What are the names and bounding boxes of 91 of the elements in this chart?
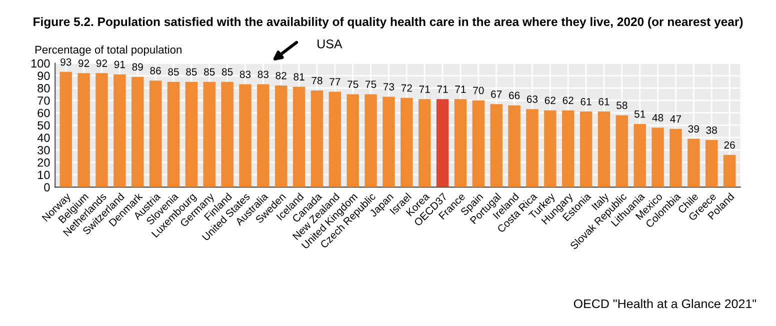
data-label: 86 <box>150 66 161 74</box>
chart-title: Figure 5.2. Population satisfied with the availability of quality health care in the area where they live, 2020 (or nearest year) <box>34 17 743 29</box>
bar <box>382 96 395 188</box>
data-label: 78 <box>312 76 322 84</box>
y-tick-label: 0 <box>44 183 50 192</box>
bar <box>400 98 413 188</box>
bar <box>275 86 288 188</box>
bar <box>114 74 126 188</box>
bar <box>670 128 682 188</box>
bar <box>60 72 72 188</box>
data-label: 93 <box>60 58 72 66</box>
bar <box>78 73 90 188</box>
bar <box>436 99 449 188</box>
bar <box>203 82 216 188</box>
data-label: 38 <box>706 126 717 134</box>
data-label: 89 <box>132 63 143 71</box>
bar <box>96 73 108 188</box>
data-label: 85 <box>168 68 179 76</box>
bar <box>544 110 556 188</box>
data-label: 92 <box>78 60 90 67</box>
y-tick-label: 10 <box>38 170 50 180</box>
text: USA <box>318 39 342 48</box>
data-label: 77 <box>330 78 340 86</box>
data-label: 91 <box>114 60 125 68</box>
data-label: 81 <box>294 73 304 81</box>
bar <box>490 104 502 188</box>
bar <box>364 94 377 188</box>
data-label: 75 <box>348 80 358 88</box>
bar <box>132 76 144 188</box>
data-label: 58 <box>616 102 628 110</box>
bar <box>634 124 646 188</box>
data-label: 71 <box>419 86 430 93</box>
data-label: 62 <box>544 96 556 104</box>
data-label: 75 <box>366 80 376 88</box>
bar <box>580 112 592 188</box>
data-label: 71 <box>455 86 466 93</box>
bar <box>526 109 538 188</box>
bar <box>652 128 664 188</box>
data-label: 63 <box>526 95 538 103</box>
y-tick-label: 60 <box>38 108 50 118</box>
data-label: 51 <box>634 110 646 118</box>
bar <box>688 138 700 188</box>
bar <box>292 86 306 188</box>
data-label: 62 <box>562 96 574 104</box>
data-label: 83 <box>258 70 269 78</box>
data-label: 85 <box>204 68 215 76</box>
bar <box>239 84 252 188</box>
data-label: 47 <box>670 115 681 123</box>
data-label: 71 <box>437 86 448 93</box>
bar <box>221 82 234 188</box>
bar <box>723 154 736 188</box>
y-axis-title: Percentage of total population <box>35 45 182 56</box>
data-label: 39 <box>688 125 699 133</box>
bar <box>616 115 628 188</box>
data-label: 83 <box>240 70 251 78</box>
bar <box>346 94 359 188</box>
bar <box>149 80 162 188</box>
data-label: 70 <box>473 86 484 94</box>
data-label: 82 <box>276 72 286 80</box>
bar <box>328 92 342 188</box>
data-label: 61 <box>580 98 592 106</box>
data-label: 85 <box>222 68 233 76</box>
y-tick-label: 40 <box>37 134 50 142</box>
bar <box>454 99 467 188</box>
text: OECD "Health at a Glance 2021" <box>574 298 756 308</box>
bar <box>598 112 610 188</box>
data-label: 72 <box>401 84 412 92</box>
bar <box>472 100 485 188</box>
y-tick-label: 20 <box>38 158 50 167</box>
bar <box>418 99 431 188</box>
y-tick-label: 70 <box>38 96 50 105</box>
y-tick-label: 90 <box>38 72 50 80</box>
data-label: 66 <box>509 92 520 100</box>
bar <box>185 82 198 188</box>
bar <box>562 110 574 188</box>
data-label: 67 <box>491 90 502 98</box>
data-label: 61 <box>598 98 610 106</box>
data-label: 85 <box>186 68 197 76</box>
data-label: 26 <box>724 141 735 149</box>
y-tick-label: 100 <box>31 59 50 68</box>
bar <box>508 105 520 188</box>
y-tick-label: 50 <box>38 121 50 130</box>
y-tick-label: 80 <box>38 84 50 92</box>
bar <box>310 90 324 188</box>
bar <box>167 82 180 188</box>
y-tick-label: 30 <box>38 146 50 154</box>
data-label: 73 <box>383 83 394 90</box>
data-label: 92 <box>96 60 108 67</box>
bar <box>706 140 718 188</box>
data-label: 48 <box>652 114 664 122</box>
bar <box>257 84 270 188</box>
